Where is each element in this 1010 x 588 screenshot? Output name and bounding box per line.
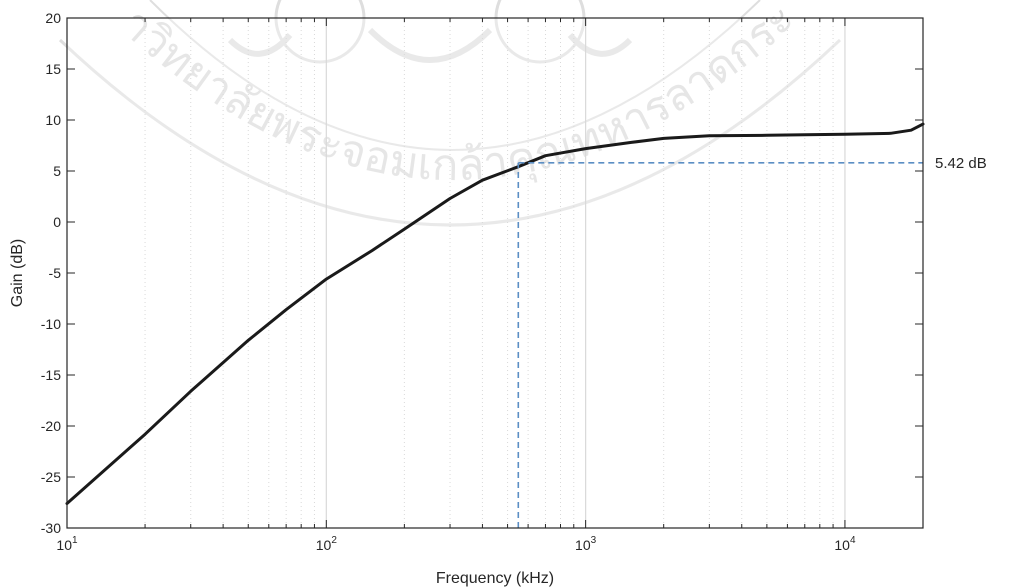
axes-box — [66, 17, 924, 529]
y-tick-label: -25 — [41, 469, 61, 485]
x-axis-label: Frequency (kHz) — [436, 570, 554, 587]
y-tick-label: 5 — [53, 163, 61, 179]
watermark-outer-ring — [58, 38, 842, 227]
y-tick-label: -15 — [41, 367, 61, 383]
y-tick-label: -10 — [41, 316, 61, 332]
gain-curve — [65, 122, 925, 505]
y-tick-label: 10 — [45, 112, 61, 128]
watermark-flourish-right — [567, 32, 633, 57]
y-tick-label: -30 — [41, 520, 61, 536]
x-tick-label: 102 — [316, 535, 338, 553]
y-tick-label: 15 — [45, 61, 61, 77]
watermark-inner-ring — [149, 0, 761, 151]
x-tick-labels: 101 102 103 104 — [56, 535, 856, 553]
plot-background — [67, 18, 923, 528]
x-tick-label: 103 — [575, 535, 597, 553]
axes-frame — [66, 17, 924, 529]
x-tick-label: 101 — [56, 535, 78, 553]
y-tick-label: -5 — [49, 265, 62, 281]
y-tick-label: 20 — [45, 10, 61, 26]
marker-value-label: 5.42 dB — [935, 155, 987, 172]
y-tick-labels: 20 15 10 5 0 -5 -10 -15 -20 -25 -30 — [41, 10, 61, 536]
y-tick-label: -20 — [41, 418, 61, 434]
plot-area — [67, 18, 923, 528]
watermark-ornament — [367, 27, 493, 63]
y-tick-label: 0 — [53, 214, 61, 230]
grid-lines — [144, 18, 846, 528]
y-axis-label: Gain (dB) — [9, 239, 26, 307]
x-tick-label: 104 — [834, 535, 856, 553]
series-layer — [65, 122, 925, 505]
annotation-layer: 5.42 dB — [517, 155, 987, 528]
watermark-flourish-left — [227, 32, 293, 57]
